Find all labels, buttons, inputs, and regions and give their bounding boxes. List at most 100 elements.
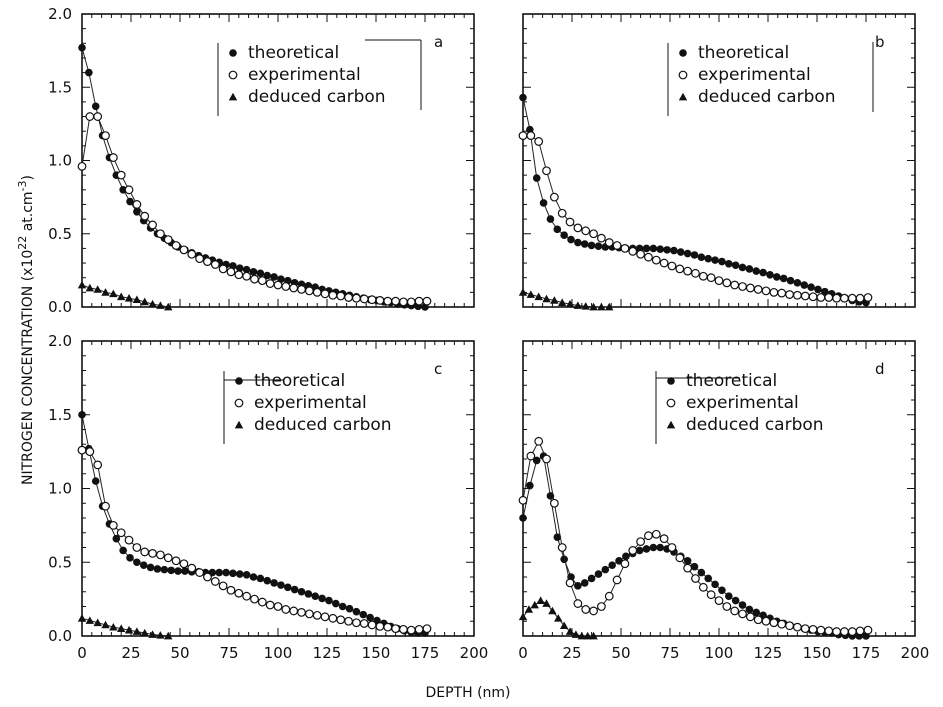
data-point: [311, 592, 320, 600]
x-tick-label: 0: [518, 644, 528, 662]
data-point: [383, 296, 393, 306]
x-tick-label: 200: [901, 644, 930, 662]
data-point: [683, 556, 692, 565]
data-point: [226, 267, 236, 277]
data-point: [667, 543, 677, 552]
data-point: [659, 534, 669, 544]
data-point: [706, 590, 716, 600]
data-point: [698, 271, 708, 281]
data-point: [263, 576, 272, 585]
data-point: [284, 583, 292, 592]
legend-marker: [228, 70, 238, 80]
data-point: [359, 610, 368, 619]
data-point: [581, 226, 591, 236]
x-tick-label: 0: [77, 644, 87, 662]
data-point: [320, 612, 330, 622]
data-point: [344, 293, 353, 302]
data-point: [108, 153, 118, 162]
data-point: [690, 562, 699, 571]
data-point: [622, 552, 630, 561]
x-tick-label: 75: [660, 644, 679, 662]
data-point: [704, 574, 713, 583]
data-point: [612, 241, 622, 250]
data-point: [312, 610, 322, 620]
data-point: [345, 604, 354, 613]
data-point: [697, 568, 706, 577]
x-tick-label: 25: [121, 644, 140, 662]
data-point: [148, 549, 157, 558]
data-point: [753, 285, 763, 294]
data-point: [422, 296, 432, 306]
data-point: [752, 608, 761, 617]
legend-label: deduced carbon: [254, 415, 392, 435]
data-point: [263, 271, 272, 280]
panel-label: a: [434, 33, 443, 51]
data-point: [745, 612, 755, 622]
data-point: [383, 622, 393, 632]
data-point: [711, 256, 719, 264]
data-point: [210, 577, 220, 586]
data-point: [526, 481, 534, 490]
data-point: [574, 238, 582, 247]
data-point: [601, 565, 610, 574]
data-point: [133, 558, 141, 567]
data-point: [863, 293, 873, 302]
data-point: [779, 274, 788, 283]
series-deduced-carbon: [77, 280, 173, 311]
data-point: [560, 555, 568, 564]
legend-marker: [234, 398, 244, 408]
data-point: [793, 290, 802, 300]
data-point: [519, 93, 527, 102]
data-point: [642, 545, 651, 553]
data-point: [553, 533, 562, 541]
legend-marker: [666, 398, 676, 408]
data-point: [550, 296, 559, 304]
data-point: [560, 231, 568, 240]
data-point: [530, 600, 539, 609]
data-point: [628, 546, 638, 555]
data-point: [132, 200, 142, 209]
data-point: [840, 627, 849, 636]
x-tick-label: 125: [313, 644, 342, 662]
data-point: [167, 566, 175, 575]
data-point: [222, 568, 230, 577]
data-point: [761, 616, 771, 626]
data-point: [325, 596, 333, 605]
data-point: [649, 244, 658, 253]
data-point: [604, 238, 614, 247]
data-point: [793, 279, 802, 287]
data-point: [119, 186, 127, 194]
data-point: [399, 297, 408, 307]
data-point: [730, 280, 740, 290]
data-point: [807, 283, 815, 292]
data-point: [242, 265, 251, 274]
data-point: [155, 229, 165, 239]
data-point: [117, 624, 126, 632]
series-experimental: [77, 445, 432, 635]
data-point: [725, 592, 733, 600]
data-point: [352, 293, 361, 303]
data-point: [160, 565, 169, 574]
data-point: [597, 233, 606, 243]
data-point: [814, 285, 822, 294]
data-point: [691, 268, 700, 278]
data-point: [235, 570, 244, 578]
x-tick-label: 150: [362, 644, 391, 662]
x-tick-label: 50: [170, 644, 189, 662]
data-point: [124, 625, 134, 634]
data-point: [218, 264, 228, 274]
data-point: [77, 614, 87, 622]
data-point: [155, 550, 165, 560]
data-point: [697, 253, 706, 261]
data-point: [816, 293, 826, 302]
data-point: [367, 295, 377, 305]
data-point: [85, 283, 95, 292]
data-point: [725, 259, 733, 268]
data-point: [542, 454, 551, 464]
legend-marker: [235, 377, 243, 385]
data-point: [597, 302, 606, 311]
data-point: [318, 594, 326, 603]
data-point: [85, 616, 95, 624]
data-point: [359, 619, 369, 628]
